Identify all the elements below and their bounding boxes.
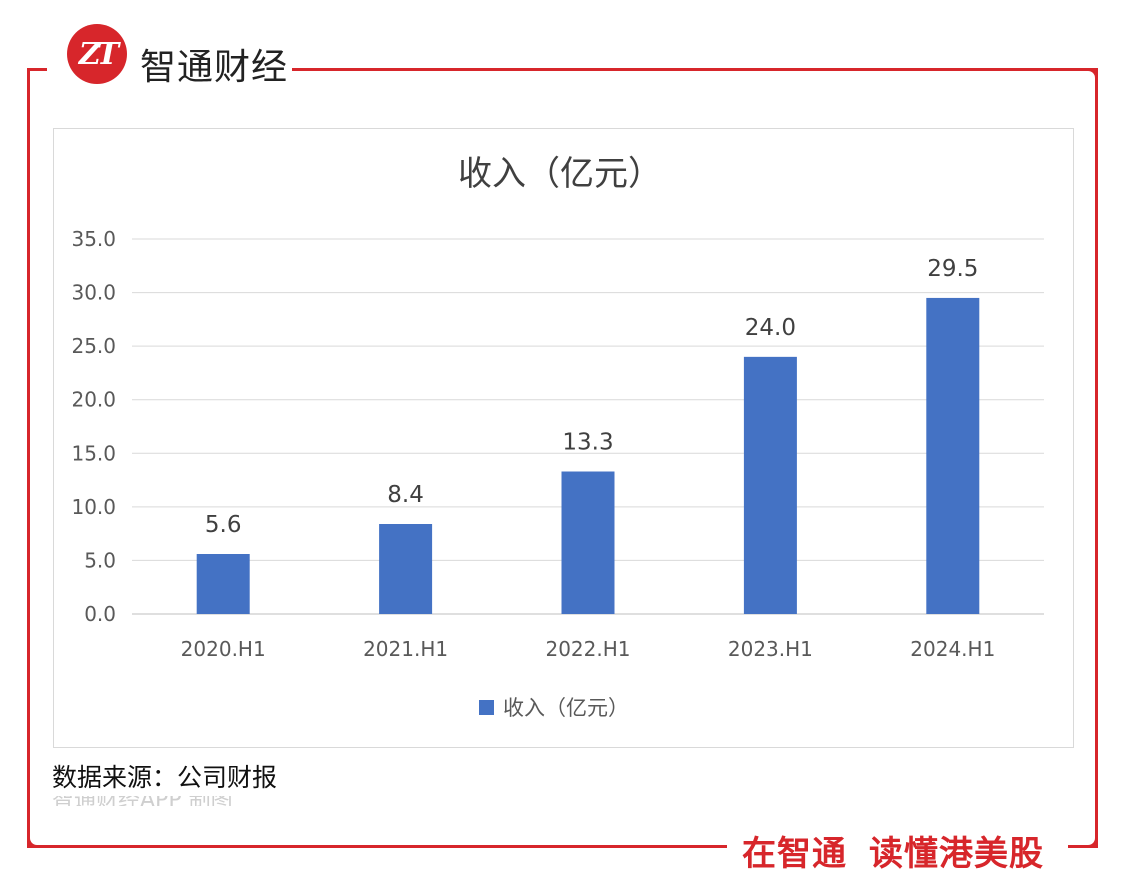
x-tick-label: 2021.H1 <box>363 637 448 661</box>
data-label: 8.4 <box>387 482 424 508</box>
data-label: 5.6 <box>205 512 242 538</box>
faded-caption: 智通财经APP 制图 <box>52 796 382 806</box>
brand-name: 智通财经 <box>140 47 289 88</box>
legend-swatch <box>479 700 494 715</box>
x-tick-label: 2024.H1 <box>910 637 995 661</box>
frame-bottom-right <box>1068 845 1098 848</box>
data-label: 29.5 <box>927 256 978 282</box>
data-source-note: 数据来源：公司财报 <box>52 763 278 792</box>
x-tick-label: 2022.H1 <box>545 637 630 661</box>
data-label: 13.3 <box>562 430 613 456</box>
frame-top-right <box>292 68 1098 71</box>
y-tick-label: 20.0 <box>71 388 116 412</box>
bar <box>196 554 250 614</box>
y-axis-ticks: 0.0 5.0 10.0 15.0 20.0 25.0 30.0 35.0 <box>71 227 116 626</box>
frame-bottom <box>27 845 727 848</box>
bar <box>926 297 980 614</box>
x-axis-ticks: 2020.H1 2021.H1 2022.H1 2023.H1 2024.H1 <box>181 637 996 661</box>
frame-left <box>27 68 30 848</box>
slogan-part-2: 读懂港美股 <box>869 834 1044 874</box>
frame-corner-tr <box>1084 68 1098 82</box>
faded-caption-text: 智通财经APP 制图 <box>52 796 382 806</box>
y-tick-label: 30.0 <box>71 281 116 305</box>
y-tick-label: 35.0 <box>71 227 116 251</box>
data-label: 24.0 <box>745 315 796 341</box>
y-tick-label: 25.0 <box>71 334 116 358</box>
frame-corner-bl <box>27 834 41 848</box>
bars <box>196 297 980 614</box>
chart-panel: 收入（亿元） 0.0 5.0 10.0 15.0 20.0 25.0 30.0 35.0 5.… <box>53 128 1074 748</box>
y-tick-label: 0.0 <box>84 602 116 626</box>
y-tick-label: 15.0 <box>71 441 116 465</box>
x-tick-label: 2020.H1 <box>181 637 266 661</box>
slogan-part-1: 在智通 <box>742 834 847 874</box>
brand-logo-icon: ZT <box>67 24 127 84</box>
bar <box>743 356 797 614</box>
x-tick-label: 2023.H1 <box>728 637 813 661</box>
bar <box>561 471 615 614</box>
legend: 收入（亿元） <box>479 696 629 720</box>
y-tick-label: 10.0 <box>71 495 116 519</box>
brand-slogan: 在智通 读懂港美股 <box>738 826 1048 875</box>
frame-corner-br <box>1084 834 1098 848</box>
frame-right <box>1095 68 1098 848</box>
bar <box>379 524 433 614</box>
chart-title: 收入（亿元） <box>458 154 662 194</box>
revenue-bar-chart: 收入（亿元） 0.0 5.0 10.0 15.0 20.0 25.0 30.0 35.0 5.… <box>71 154 1044 720</box>
frame-top-left <box>27 68 47 71</box>
data-labels: 5.6 8.4 13.3 24.0 29.5 <box>205 256 978 538</box>
legend-label: 收入（亿元） <box>503 696 629 720</box>
y-tick-label: 5.0 <box>84 548 116 572</box>
